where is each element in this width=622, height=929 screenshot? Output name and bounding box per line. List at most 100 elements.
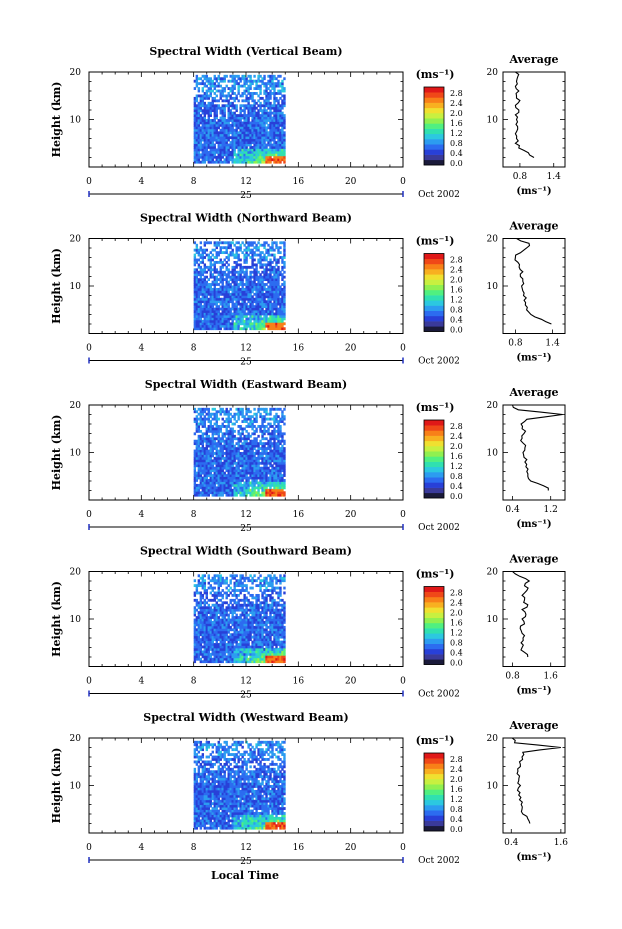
heatmap-cell [227,155,230,159]
heatmap-cell [257,128,260,132]
heatmap-cell [257,469,260,473]
heatmap-cell [217,476,220,480]
heatmap-cell [219,410,222,414]
heatmap-cell [205,439,208,443]
heatmap-cell [245,287,248,291]
heatmap-cell [269,275,272,279]
heatmap-cell [281,449,284,453]
heatmap-cell [267,138,270,142]
heatmap-cell [209,486,212,490]
heatmap-cell [203,74,207,78]
heatmap-cell [275,260,278,264]
heatmap-cell [209,429,212,433]
heatmap-cell [211,647,214,651]
heatmap-cell [239,461,242,465]
heatmap-cell [197,285,201,289]
heatmap-cell [221,94,224,98]
heatmap-cell [249,114,252,117]
panel-title: Spectral Width (Vertical Beam) [149,45,342,58]
heatmap-cell [235,82,238,86]
heatmap-cell [229,650,232,654]
heatmap-cell [201,635,205,639]
heatmap-cell [197,620,201,624]
heatmap-cell [205,427,208,431]
heatmap-cell [267,483,270,487]
heatmap-cell [213,256,216,259]
heatmap-cell [269,116,272,120]
heatmap-cell [253,459,256,463]
heatmap-cell [273,488,276,492]
heatmap-cell [227,283,230,286]
heatmap-cell [197,89,201,93]
heatmap-cell [219,486,222,490]
heatmap-cell [219,623,222,627]
heatmap-cell [213,241,216,245]
heatmap-cell [231,454,234,458]
heatmap-cell [259,297,262,301]
heatmap-cell [201,79,205,83]
heatmap-cell [237,474,240,477]
heatmap-cell [259,158,262,162]
heatmap-cell [207,442,210,446]
heatmap-cell [221,133,224,137]
heatmap-cell [267,322,270,326]
heatmap-cell [273,275,276,279]
heatmap-cell [251,447,254,450]
heatmap-cell [261,96,264,100]
heatmap-cell [237,410,240,414]
heatmap-cell [251,483,254,487]
heatmap-cell [247,248,250,252]
heatmap-cell [265,265,268,269]
heatmap-cell [237,471,240,475]
heatmap-cell [267,310,270,313]
heatmap-cell [221,647,224,651]
heatmap-cell [227,493,230,497]
heatmap-cell [211,466,214,470]
colorbar-tick-label: 0.8 [450,306,463,315]
heatmap-cell [251,283,254,286]
heatmap-cell [199,136,203,140]
heatmap-cell [275,469,278,473]
heatmap-cell [245,317,248,321]
heatmap-cell [233,92,236,95]
heatmap-cell [251,146,254,149]
heatmap-cell [221,417,224,421]
heatmap-cell [283,415,286,419]
heatmap-cell [261,476,264,480]
heatmap-cell [219,307,222,311]
heatmap-cell [217,322,220,326]
heatmap-cell [251,148,254,152]
heatmap-cell [277,483,280,487]
heatmap-cell [229,469,232,473]
heatmap-cell [213,275,216,279]
heatmap-cell [281,131,284,135]
heatmap-cell [251,153,254,157]
heatmap-cell [243,307,246,311]
heatmap-cell [205,133,208,137]
heatmap-cell [213,417,216,421]
heatmap-cell [193,643,197,646]
heatmap-cell [203,474,207,477]
heatmap-cell [219,469,222,473]
heatmap-cell [195,94,199,98]
heatmap-cell [239,302,242,306]
heatmap-cell [235,136,238,140]
heatmap-cell [249,94,252,98]
heatmap-cell [227,606,230,610]
heatmap-cell [223,87,226,90]
heatmap-cell [245,437,248,441]
heatmap-cell [211,280,214,284]
heatmap-cell [223,160,226,164]
heatmap-cell [237,300,240,304]
heatmap-cell [279,324,282,328]
heatmap-cell [277,136,280,140]
heatmap-cell [205,591,208,595]
heatmap-cell [221,150,224,154]
heatmap-cell [239,452,242,455]
heatmap-cell [271,241,274,245]
heatmap-cell [245,479,248,482]
heatmap-cell [213,625,216,629]
heatmap-cell [201,425,205,428]
heatmap-cell [215,488,218,492]
heatmap-cell [201,660,205,664]
